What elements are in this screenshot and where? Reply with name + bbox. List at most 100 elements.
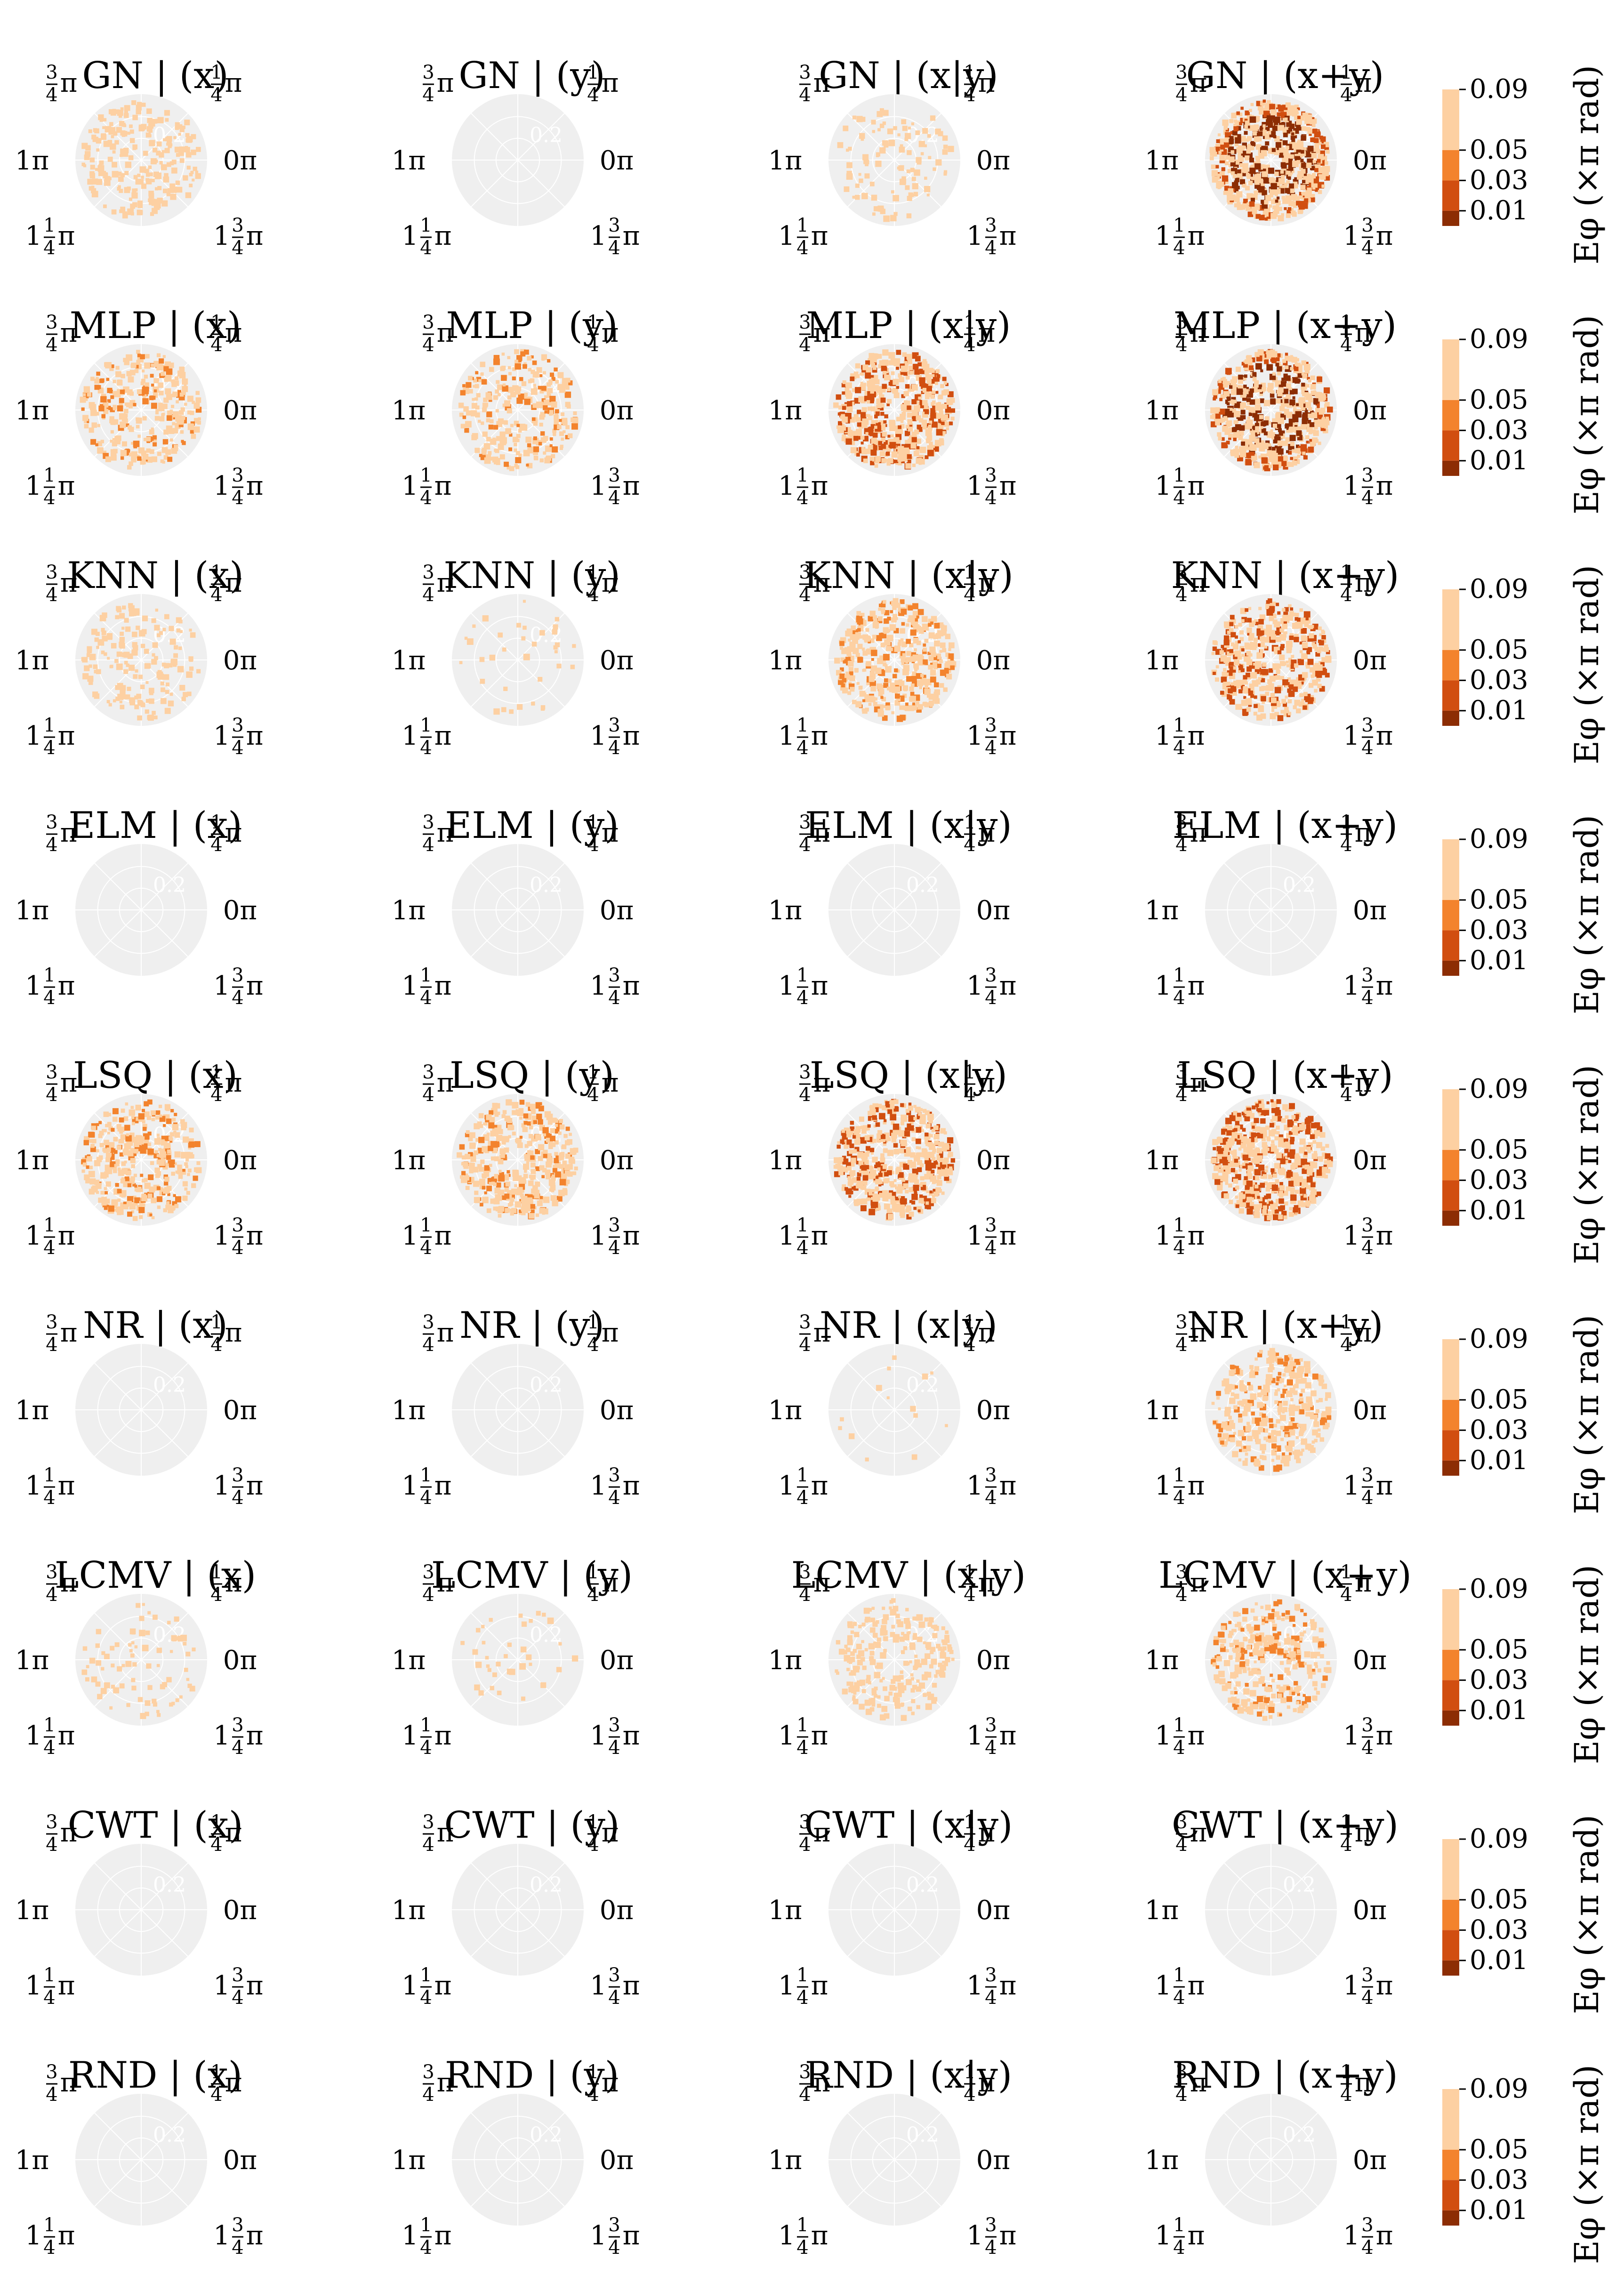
error-cell [1230, 642, 1235, 646]
error-cell [461, 1171, 466, 1175]
error-cell [1299, 650, 1303, 653]
error-cell [166, 1155, 171, 1160]
error-cell [467, 1152, 473, 1158]
error-cell [119, 643, 125, 649]
error-cell [1252, 125, 1258, 131]
error-cell [845, 438, 852, 445]
error-cell [512, 1101, 519, 1109]
error-cell [1219, 154, 1225, 161]
error-cell [148, 1174, 154, 1181]
error-cell [872, 212, 876, 216]
error-cell [151, 1216, 155, 1220]
error-cell [1225, 660, 1231, 666]
polar-grid [452, 844, 584, 976]
error-cell [179, 630, 183, 633]
error-cell [908, 426, 913, 432]
error-cell [919, 404, 924, 409]
error-cell [190, 1154, 194, 1158]
error-cell [1219, 650, 1224, 655]
error-cell [942, 149, 948, 155]
tick-lead: 1 [966, 721, 983, 751]
error-cell [82, 393, 86, 396]
error-cell [1269, 675, 1276, 682]
error-cell [171, 160, 177, 165]
error-cell [1318, 416, 1322, 419]
error-cell [1245, 121, 1250, 126]
error-cell [173, 444, 178, 450]
error-cell [858, 173, 861, 176]
tick-denominator: 4 [422, 84, 434, 106]
error-cell [1230, 150, 1235, 154]
error-cell [144, 1178, 148, 1182]
error-cell [159, 152, 164, 158]
error-cell [858, 436, 862, 440]
error-cell [918, 141, 925, 147]
error-cell [540, 705, 546, 710]
error-cell [139, 1201, 144, 1206]
colorbar-bin [1442, 930, 1459, 961]
error-cell [1270, 713, 1276, 719]
error-cell [156, 378, 159, 382]
error-cell [498, 1129, 503, 1134]
error-cell [465, 1186, 470, 1190]
error-cell [112, 150, 116, 154]
error-cell [1324, 647, 1329, 652]
error-cell [1310, 197, 1315, 202]
error-cell [120, 107, 124, 111]
error-cell [170, 193, 177, 200]
tick-pi: π [225, 68, 242, 98]
error-cell [520, 1193, 524, 1198]
error-cell [1310, 384, 1316, 390]
error-cell [1242, 396, 1247, 401]
error-cell [102, 1148, 106, 1152]
error-cell [1293, 408, 1297, 412]
panel-title: ELM | (x+y) [1173, 804, 1398, 847]
error-cell [523, 1113, 529, 1118]
error-cell [544, 410, 548, 414]
error-cell [906, 623, 909, 627]
error-cell [162, 439, 169, 445]
error-cell [132, 188, 137, 193]
error-cell [166, 368, 173, 375]
error-cell [97, 424, 101, 427]
error-cell [881, 365, 887, 371]
tick-numerator: 1 [43, 215, 55, 236]
error-cell [1317, 683, 1322, 688]
error-cell [515, 1201, 522, 1208]
error-cell [117, 1189, 122, 1194]
error-cell [1310, 194, 1313, 198]
error-cell [879, 123, 884, 129]
error-cell [912, 654, 919, 661]
error-cell [848, 638, 851, 642]
error-cell [120, 173, 125, 177]
error-cell [857, 618, 863, 625]
error-cell [1284, 618, 1290, 623]
error-cell [1308, 413, 1312, 418]
error-cell [555, 617, 560, 622]
error-cell [1267, 131, 1271, 135]
error-cell [499, 431, 506, 438]
colorbar-bin [1442, 460, 1459, 476]
error-cell [153, 378, 159, 384]
error-cell [91, 185, 95, 189]
error-cell [131, 1116, 135, 1119]
error-cell [161, 1135, 165, 1140]
tick-pi: π [978, 568, 996, 598]
error-cell [916, 157, 922, 163]
error-cell [884, 424, 887, 427]
error-cell [900, 599, 905, 604]
error-cell [562, 1160, 567, 1165]
error-cell [91, 188, 96, 193]
tick-pi: π [225, 1068, 242, 1098]
error-cell [104, 652, 107, 656]
error-cell [159, 416, 165, 422]
error-cell [553, 645, 558, 650]
error-cell [884, 678, 888, 683]
error-cell [183, 175, 188, 181]
error-cell [1299, 608, 1303, 612]
error-cell [123, 124, 127, 128]
error-cell [1243, 686, 1247, 691]
error-cell [115, 685, 121, 690]
error-cell [1246, 173, 1251, 177]
error-cell [1235, 121, 1239, 126]
